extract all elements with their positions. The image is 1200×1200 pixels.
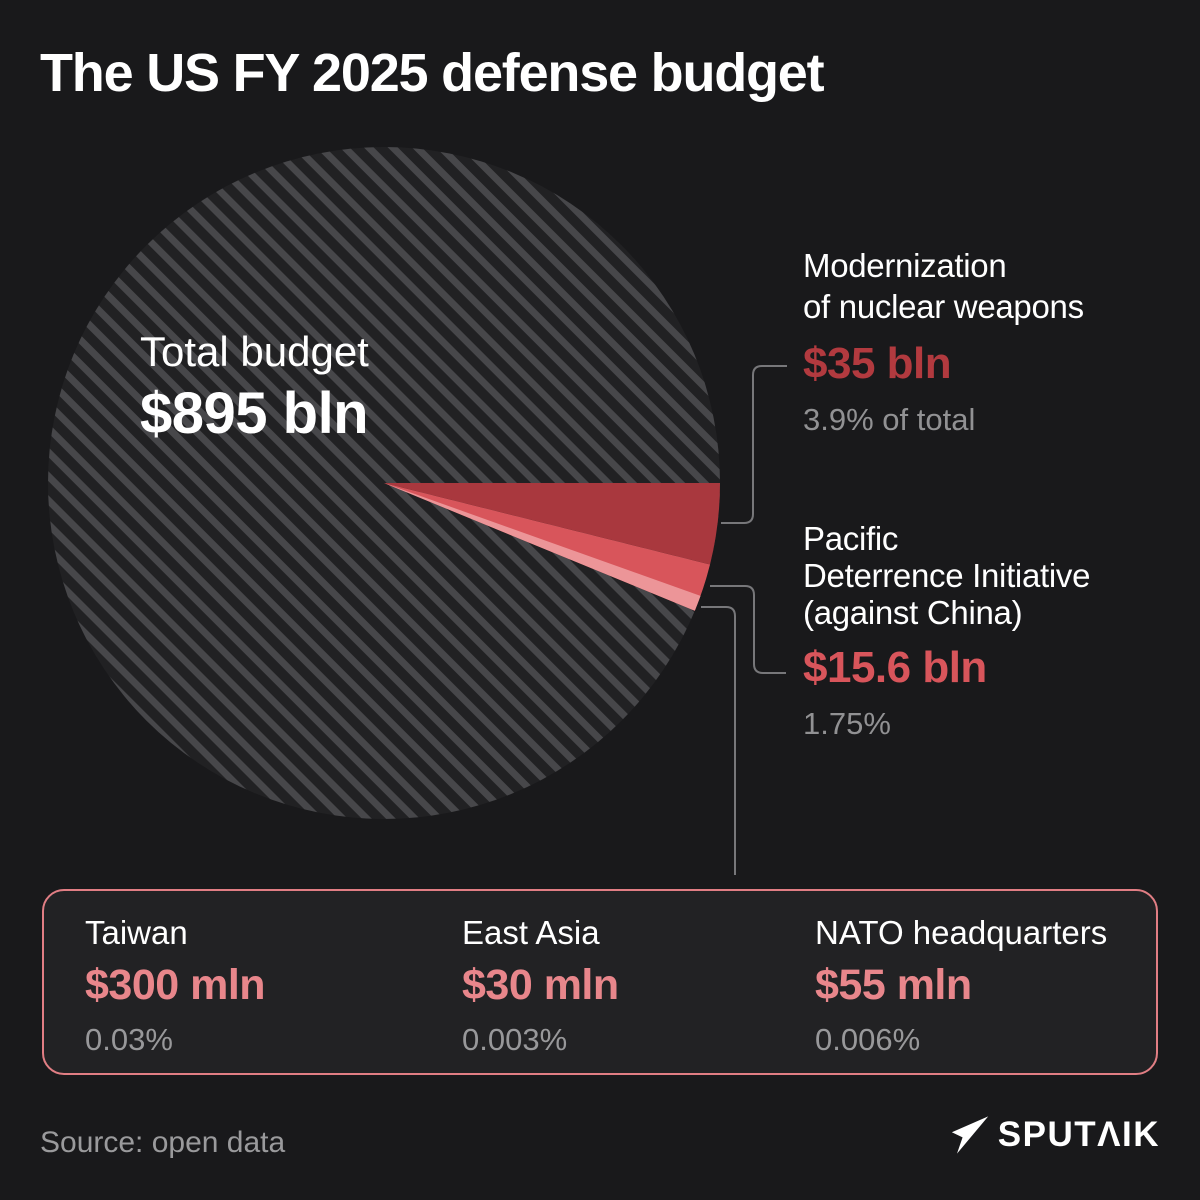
callout-pacific-label-line1: Pacific — [803, 520, 899, 557]
pie-slice-micro — [384, 483, 701, 611]
micro-item-east-asia: East Asia $30 mln 0.003% — [462, 916, 619, 1055]
callout-lines — [701, 365, 787, 875]
micro-item-percent: 0.006% — [815, 1022, 921, 1057]
callout-pacific-value: $15.6 bln — [803, 643, 987, 692]
callout-nuclear-label-line2: of nuclear weapons — [803, 288, 1084, 325]
sputnik-logo: SPUTΛIK — [950, 1113, 1160, 1157]
micro-item-value: $55 mln — [815, 961, 972, 1009]
callout-line-pacific — [710, 585, 786, 674]
callout-nuclear-value: $35 bln — [803, 339, 952, 388]
micro-item-value: $300 mln — [85, 961, 266, 1009]
micro-items-box: Taiwan $300 mln 0.03% East Asia $30 mln … — [42, 889, 1158, 1075]
total-budget-block: Total budget $895 bln — [140, 328, 369, 446]
callout-nuclear-percent: 3.9% of total — [803, 402, 976, 437]
source-note: Source: open data — [40, 1126, 286, 1159]
micro-item-percent: 0.03% — [85, 1022, 173, 1057]
total-budget-value: $895 bln — [140, 381, 369, 447]
micro-item-value: $30 mln — [462, 961, 619, 1009]
sputnik-arrow-icon — [951, 1116, 989, 1154]
callout-pacific-label-line2: Deterrence Initiative — [803, 557, 1091, 594]
micro-item-label: NATO headquarters — [815, 914, 1108, 951]
sputnik-logo-text: SPUTΛIK — [997, 1115, 1160, 1154]
page-title: The US FY 2025 defense budget — [40, 43, 825, 103]
micro-item-percent: 0.003% — [462, 1022, 568, 1057]
callout-pacific: Pacific Deterrence Initiative (against C… — [803, 520, 1090, 742]
callout-nuclear-label-line1: Modernization — [803, 247, 1007, 284]
callout-nuclear: Modernization of nuclear weapons $35 bln… — [803, 245, 1084, 438]
callout-line-micro — [701, 606, 736, 875]
micro-item-label: East Asia — [462, 914, 600, 951]
micro-item-taiwan: Taiwan $300 mln 0.03% — [85, 914, 266, 1057]
callout-pacific-label-line3: (against China) — [803, 594, 1023, 631]
micro-item-nato-hq: NATO headquarters $55 mln 0.006% — [815, 916, 1107, 1055]
micro-item-label: Taiwan — [85, 914, 188, 951]
callout-line-nuclear — [721, 365, 787, 524]
callout-pacific-percent: 1.75% — [803, 706, 891, 741]
total-budget-label: Total budget — [140, 328, 369, 375]
pie-slice-nuclear — [384, 483, 720, 565]
